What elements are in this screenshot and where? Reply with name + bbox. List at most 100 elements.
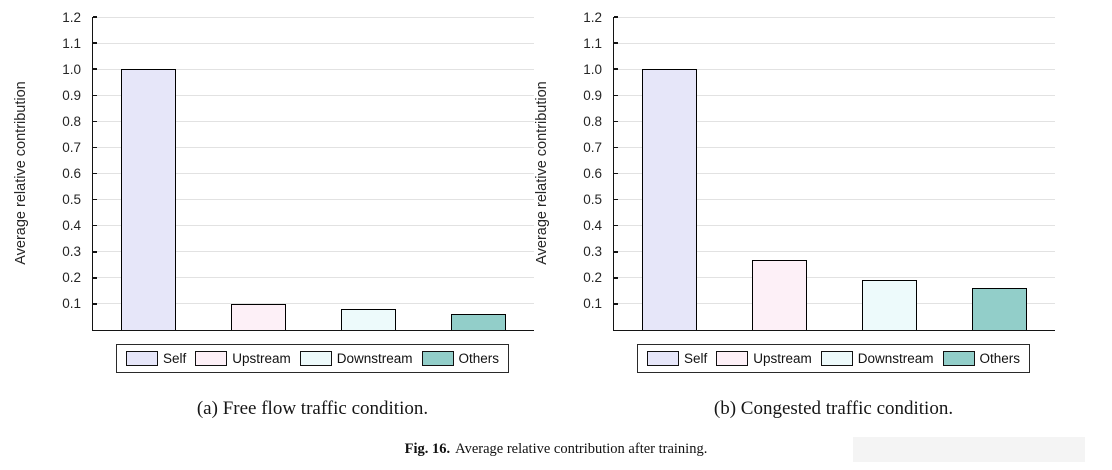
y-tick-label-0.3: 0.3 xyxy=(583,244,602,260)
legend-item-upstream: Upstream xyxy=(195,351,291,366)
y-tickmark-0.7 xyxy=(93,146,97,149)
y-tickmark-0.8 xyxy=(614,120,618,123)
y-tickmark-1.0 xyxy=(93,68,97,70)
y-tick-label-1.0: 1.0 xyxy=(583,61,602,77)
legend-item-downstream: Downstream xyxy=(820,351,934,366)
chart-a-y-axis-label: Average relative contribution xyxy=(13,81,29,265)
highlight-artifact xyxy=(853,437,1085,462)
gridline-0.7 xyxy=(93,146,534,148)
legend-label-self: Self xyxy=(162,351,187,366)
y-tickmark-0.2 xyxy=(614,277,618,279)
legend-item-self: Self xyxy=(125,351,187,366)
gridline-1.2 xyxy=(93,16,534,18)
y-tick-label-1.2: 1.2 xyxy=(62,9,81,25)
gridline-0.6 xyxy=(614,173,1055,174)
legend-swatch-downstream xyxy=(299,351,332,366)
bar-others xyxy=(451,314,507,330)
gridline-0.5 xyxy=(93,199,534,201)
legend-label-self: Self xyxy=(683,351,708,366)
bar-downstream xyxy=(862,280,918,330)
y-tick-label-0.2: 0.2 xyxy=(62,270,81,286)
y-tick-label-0.3: 0.3 xyxy=(62,244,81,260)
chart-a-legend-wrap: Self Upstream Downstream Others xyxy=(92,344,533,373)
gridline-0.9 xyxy=(93,94,534,96)
gridline-0.2 xyxy=(93,277,534,279)
y-tick-label-0.6: 0.6 xyxy=(62,166,81,181)
y-tick-label-0.5: 0.5 xyxy=(62,192,81,208)
gridline-1.2 xyxy=(614,16,1055,18)
legend-swatch-others xyxy=(421,351,454,366)
y-tickmark-1.1 xyxy=(93,42,97,44)
y-tickmark-0.1 xyxy=(614,303,618,305)
y-tickmark-1.0 xyxy=(614,68,618,70)
y-tickmark-1.1 xyxy=(614,42,618,44)
gridline-0.3 xyxy=(614,251,1055,253)
y-tickmark-0.6 xyxy=(93,172,97,175)
y-tickmark-0.4 xyxy=(614,224,618,227)
bar-downstream xyxy=(341,309,397,330)
y-tick-label-0.1: 0.1 xyxy=(583,296,602,312)
legend-swatch-self xyxy=(646,351,679,366)
legend-item-others: Others xyxy=(421,351,500,366)
gridline-0.9 xyxy=(614,94,1055,96)
y-tick-label-0.7: 0.7 xyxy=(583,139,602,155)
legend-item-others: Others xyxy=(942,351,1021,366)
legend-swatch-upstream xyxy=(195,351,228,366)
bar-upstream xyxy=(230,303,286,330)
y-tickmark-1.2 xyxy=(614,16,618,18)
legend-label-downstream: Downstream xyxy=(336,351,413,366)
gridline-0.3 xyxy=(93,251,534,253)
chart-a-caption: (a) Free flow traffic condition. xyxy=(196,398,429,419)
gridline-1.0 xyxy=(93,68,534,70)
gridline-0.6 xyxy=(93,173,534,174)
y-tick-label-1.2: 1.2 xyxy=(583,9,602,25)
chart-b-legend: Self Upstream Downstream Others xyxy=(636,344,1031,373)
legend-item-self: Self xyxy=(646,351,708,366)
y-tick-label-0.4: 0.4 xyxy=(62,218,81,234)
figure-caption-label: Fig. 16. xyxy=(404,441,451,457)
gridline-0.1 xyxy=(93,303,534,305)
bar-upstream xyxy=(751,259,807,330)
legend-swatch-self xyxy=(125,351,158,366)
gridline-0.5 xyxy=(614,199,1055,201)
y-tick-label-1.1: 1.1 xyxy=(62,35,81,51)
legend-swatch-downstream xyxy=(820,351,853,366)
y-tick-label-0.2: 0.2 xyxy=(583,270,602,286)
legend-label-others: Others xyxy=(458,351,500,366)
y-tickmark-0.8 xyxy=(93,120,97,123)
gridline-1.1 xyxy=(614,42,1055,44)
legend-item-upstream: Upstream xyxy=(716,351,812,366)
y-tick-label-1.0: 1.0 xyxy=(62,61,81,77)
y-tickmark-0.4 xyxy=(93,224,97,227)
legend-swatch-others xyxy=(942,351,975,366)
gridline-1.1 xyxy=(93,42,534,44)
y-tick-label-0.1: 0.1 xyxy=(62,296,81,312)
y-tickmark-0.2 xyxy=(93,277,97,279)
legend-item-downstream: Downstream xyxy=(299,351,413,366)
y-tickmark-0.1 xyxy=(93,303,97,305)
y-tickmark-0.9 xyxy=(93,94,97,96)
legend-label-upstream: Upstream xyxy=(753,351,812,366)
y-tick-label-0.9: 0.9 xyxy=(62,87,81,103)
y-tickmark-0.5 xyxy=(614,198,618,201)
y-tick-label-1.1: 1.1 xyxy=(583,35,602,51)
gridline-0.8 xyxy=(93,120,534,122)
y-tickmark-0.9 xyxy=(614,94,618,96)
y-tickmark-0.7 xyxy=(614,146,618,149)
y-tick-label-0.8: 0.8 xyxy=(583,113,602,129)
legend-label-others: Others xyxy=(979,351,1021,366)
y-tick-label-0.9: 0.9 xyxy=(583,87,602,103)
y-tickmark-0.6 xyxy=(614,172,618,175)
legend-swatch-upstream xyxy=(716,351,749,366)
legend-label-upstream: Upstream xyxy=(232,351,291,366)
y-tickmark-0.3 xyxy=(614,251,618,253)
y-tickmark-0.5 xyxy=(93,198,97,201)
bar-others xyxy=(972,288,1028,330)
y-tickmark-1.2 xyxy=(93,16,97,18)
gridline-0.4 xyxy=(614,225,1055,227)
chart-b-caption: (b) Congested traffic condition. xyxy=(713,398,954,419)
figure-caption-text: Average relative contribution after trai… xyxy=(455,441,708,457)
figure-caption: Fig. 16. Average relative contribution af… xyxy=(0,441,1112,458)
gridline-0.8 xyxy=(614,120,1055,122)
